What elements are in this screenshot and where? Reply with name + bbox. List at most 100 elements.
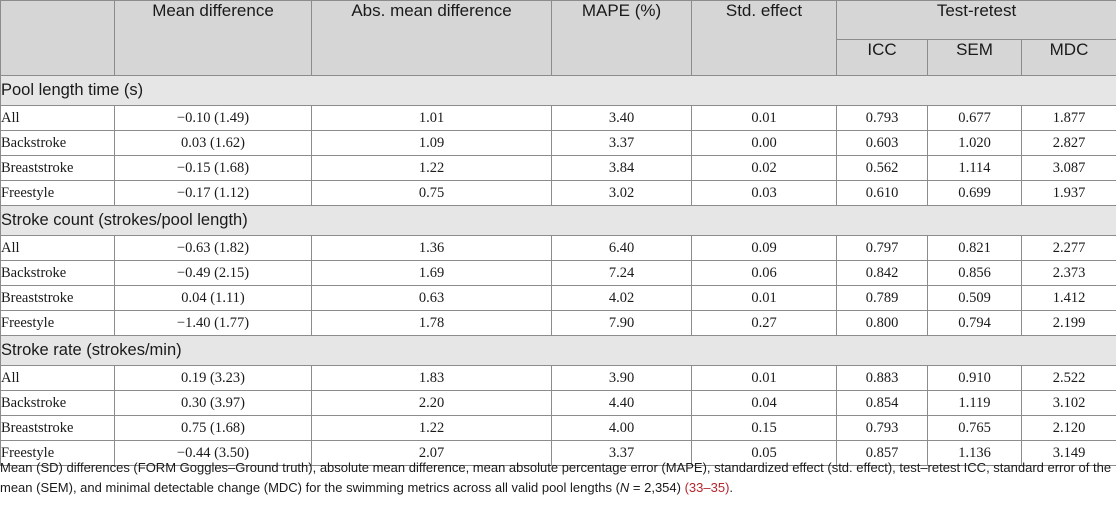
cell-mdc: 3.087 (1020, 155, 1116, 181)
group-title: Pool length time (s) (0, 75, 1116, 106)
row-label: Breaststroke (0, 155, 115, 181)
row-label: Breaststroke (0, 285, 115, 311)
table-row: Breaststroke −0.15 (1.68) 1.22 3.84 0.02 0.56… (0, 155, 1116, 181)
cell-mape: 3.37 (551, 440, 692, 466)
cell-sem: 1.114 (927, 155, 1022, 181)
cell-std-effect: 0.02 (691, 155, 837, 181)
cell-mean-diff: 0.04 (1.11) (114, 285, 312, 311)
cell-mean-diff: 0.03 (1.62) (114, 130, 312, 156)
header-sem: SEM (927, 39, 1022, 76)
cell-mdc: 3.102 (1020, 390, 1116, 416)
cell-mape: 4.40 (551, 390, 692, 416)
cell-mape: 3.40 (551, 105, 692, 131)
cell-std-effect: 0.03 (691, 180, 837, 206)
cell-sem: 0.910 (927, 365, 1022, 391)
cell-mdc: 1.937 (1020, 180, 1116, 206)
cell-sem: 0.794 (927, 310, 1022, 336)
table-row: Backstroke −0.49 (2.15) 1.69 7.24 0.06 0.842 0… (0, 260, 1116, 286)
cell-mdc: 2.120 (1020, 415, 1116, 441)
header-mdc: MDC (1020, 39, 1116, 76)
cell-icc: 0.883 (836, 365, 928, 391)
row-label: Backstroke (0, 390, 115, 416)
cell-mape: 7.24 (551, 260, 692, 286)
table-row: Freestyle −0.17 (1.12) 0.75 3.02 0.03 0.610 0.… (0, 180, 1116, 206)
cell-abs-mean-diff: 1.36 (311, 235, 552, 261)
cell-mape: 4.02 (551, 285, 692, 311)
results-table: Mean difference Abs. mean difference MAP… (0, 0, 1116, 466)
cell-std-effect: 0.09 (691, 235, 837, 261)
cell-icc: 0.789 (836, 285, 928, 311)
cell-mape: 3.02 (551, 180, 692, 206)
cell-sem: 1.136 (927, 440, 1022, 466)
group-row: Stroke count (strokes/pool length) (0, 205, 1116, 236)
cell-mape: 3.84 (551, 155, 692, 181)
cell-mean-diff: 0.19 (3.23) (114, 365, 312, 391)
cell-std-effect: 0.01 (691, 285, 837, 311)
cell-sem: 1.119 (927, 390, 1022, 416)
cell-sem: 0.856 (927, 260, 1022, 286)
cell-mean-diff: 0.30 (3.97) (114, 390, 312, 416)
group-row: Stroke rate (strokes/min) (0, 335, 1116, 366)
row-label: Freestyle (0, 310, 115, 336)
cell-std-effect: 0.04 (691, 390, 837, 416)
cell-icc: 0.562 (836, 155, 928, 181)
table-row: All −0.10 (1.49) 1.01 3.40 0.01 0.793 0.677 1.8… (0, 105, 1116, 131)
cell-icc: 0.793 (836, 415, 928, 441)
cell-sem: 0.821 (927, 235, 1022, 261)
row-label: Backstroke (0, 130, 115, 156)
cell-mape: 7.90 (551, 310, 692, 336)
cell-abs-mean-diff: 1.01 (311, 105, 552, 131)
cell-icc: 0.854 (836, 390, 928, 416)
cell-icc: 0.603 (836, 130, 928, 156)
header-blank (0, 0, 115, 76)
caption-reference-link[interactable]: (33–35) (684, 480, 730, 495)
cell-mean-diff: −0.63 (1.82) (114, 235, 312, 261)
header-test-retest: Test-retest (835, 0, 1116, 40)
cell-mdc: 3.149 (1020, 440, 1116, 466)
cell-mdc: 2.277 (1020, 235, 1116, 261)
cell-abs-mean-diff: 1.83 (311, 365, 552, 391)
cell-mean-diff: −0.44 (3.50) (114, 440, 312, 466)
cell-icc: 0.610 (836, 180, 928, 206)
caption-n-symbol: N (619, 480, 630, 495)
cell-mean-diff: 0.75 (1.68) (114, 415, 312, 441)
cell-abs-mean-diff: 2.20 (311, 390, 552, 416)
row-label: All (0, 105, 115, 131)
row-label: All (0, 235, 115, 261)
cell-mdc: 2.827 (1020, 130, 1116, 156)
table-row: Backstroke 0.30 (3.97) 2.20 4.40 0.04 0.854 1.… (0, 390, 1116, 416)
cell-mean-diff: −0.49 (2.15) (114, 260, 312, 286)
cell-mean-diff: −1.40 (1.77) (114, 310, 312, 336)
cell-abs-mean-diff: 1.22 (311, 415, 552, 441)
table-caption: Mean (SD) differences (FORM Goggles–Grou… (0, 458, 1116, 498)
header-mean-difference: Mean difference (114, 0, 312, 76)
cell-sem: 0.677 (927, 105, 1022, 131)
cell-icc: 0.797 (836, 235, 928, 261)
cell-mdc: 2.373 (1020, 260, 1116, 286)
header-std-effect: Std. effect (691, 0, 837, 76)
cell-mape: 3.90 (551, 365, 692, 391)
cell-sem: 0.765 (927, 415, 1022, 441)
cell-mape: 6.40 (551, 235, 692, 261)
cell-mdc: 2.522 (1020, 365, 1116, 391)
cell-std-effect: 0.00 (691, 130, 837, 156)
cell-sem: 0.509 (927, 285, 1022, 311)
cell-icc: 0.842 (836, 260, 928, 286)
group-title: Stroke count (strokes/pool length) (0, 205, 1116, 236)
row-label: Backstroke (0, 260, 115, 286)
cell-std-effect: 0.15 (691, 415, 837, 441)
table-row: Backstroke 0.03 (1.62) 1.09 3.37 0.00 0.603 1.… (0, 130, 1116, 156)
cell-icc: 0.793 (836, 105, 928, 131)
cell-mape: 3.37 (551, 130, 692, 156)
cell-mean-diff: −0.17 (1.12) (114, 180, 312, 206)
cell-std-effect: 0.27 (691, 310, 837, 336)
caption-n-value: = 2,354) (629, 480, 685, 495)
caption-end: . (729, 480, 734, 495)
cell-mdc: 1.412 (1020, 285, 1116, 311)
header-mape: MAPE (%) (551, 0, 692, 76)
header-abs-mean-difference: Abs. mean difference (311, 0, 552, 76)
row-label: All (0, 365, 115, 391)
table-row: All 0.19 (3.23) 1.83 3.90 0.01 0.883 0.910 2.52… (0, 365, 1116, 391)
cell-sem: 1.020 (927, 130, 1022, 156)
cell-mape: 4.00 (551, 415, 692, 441)
